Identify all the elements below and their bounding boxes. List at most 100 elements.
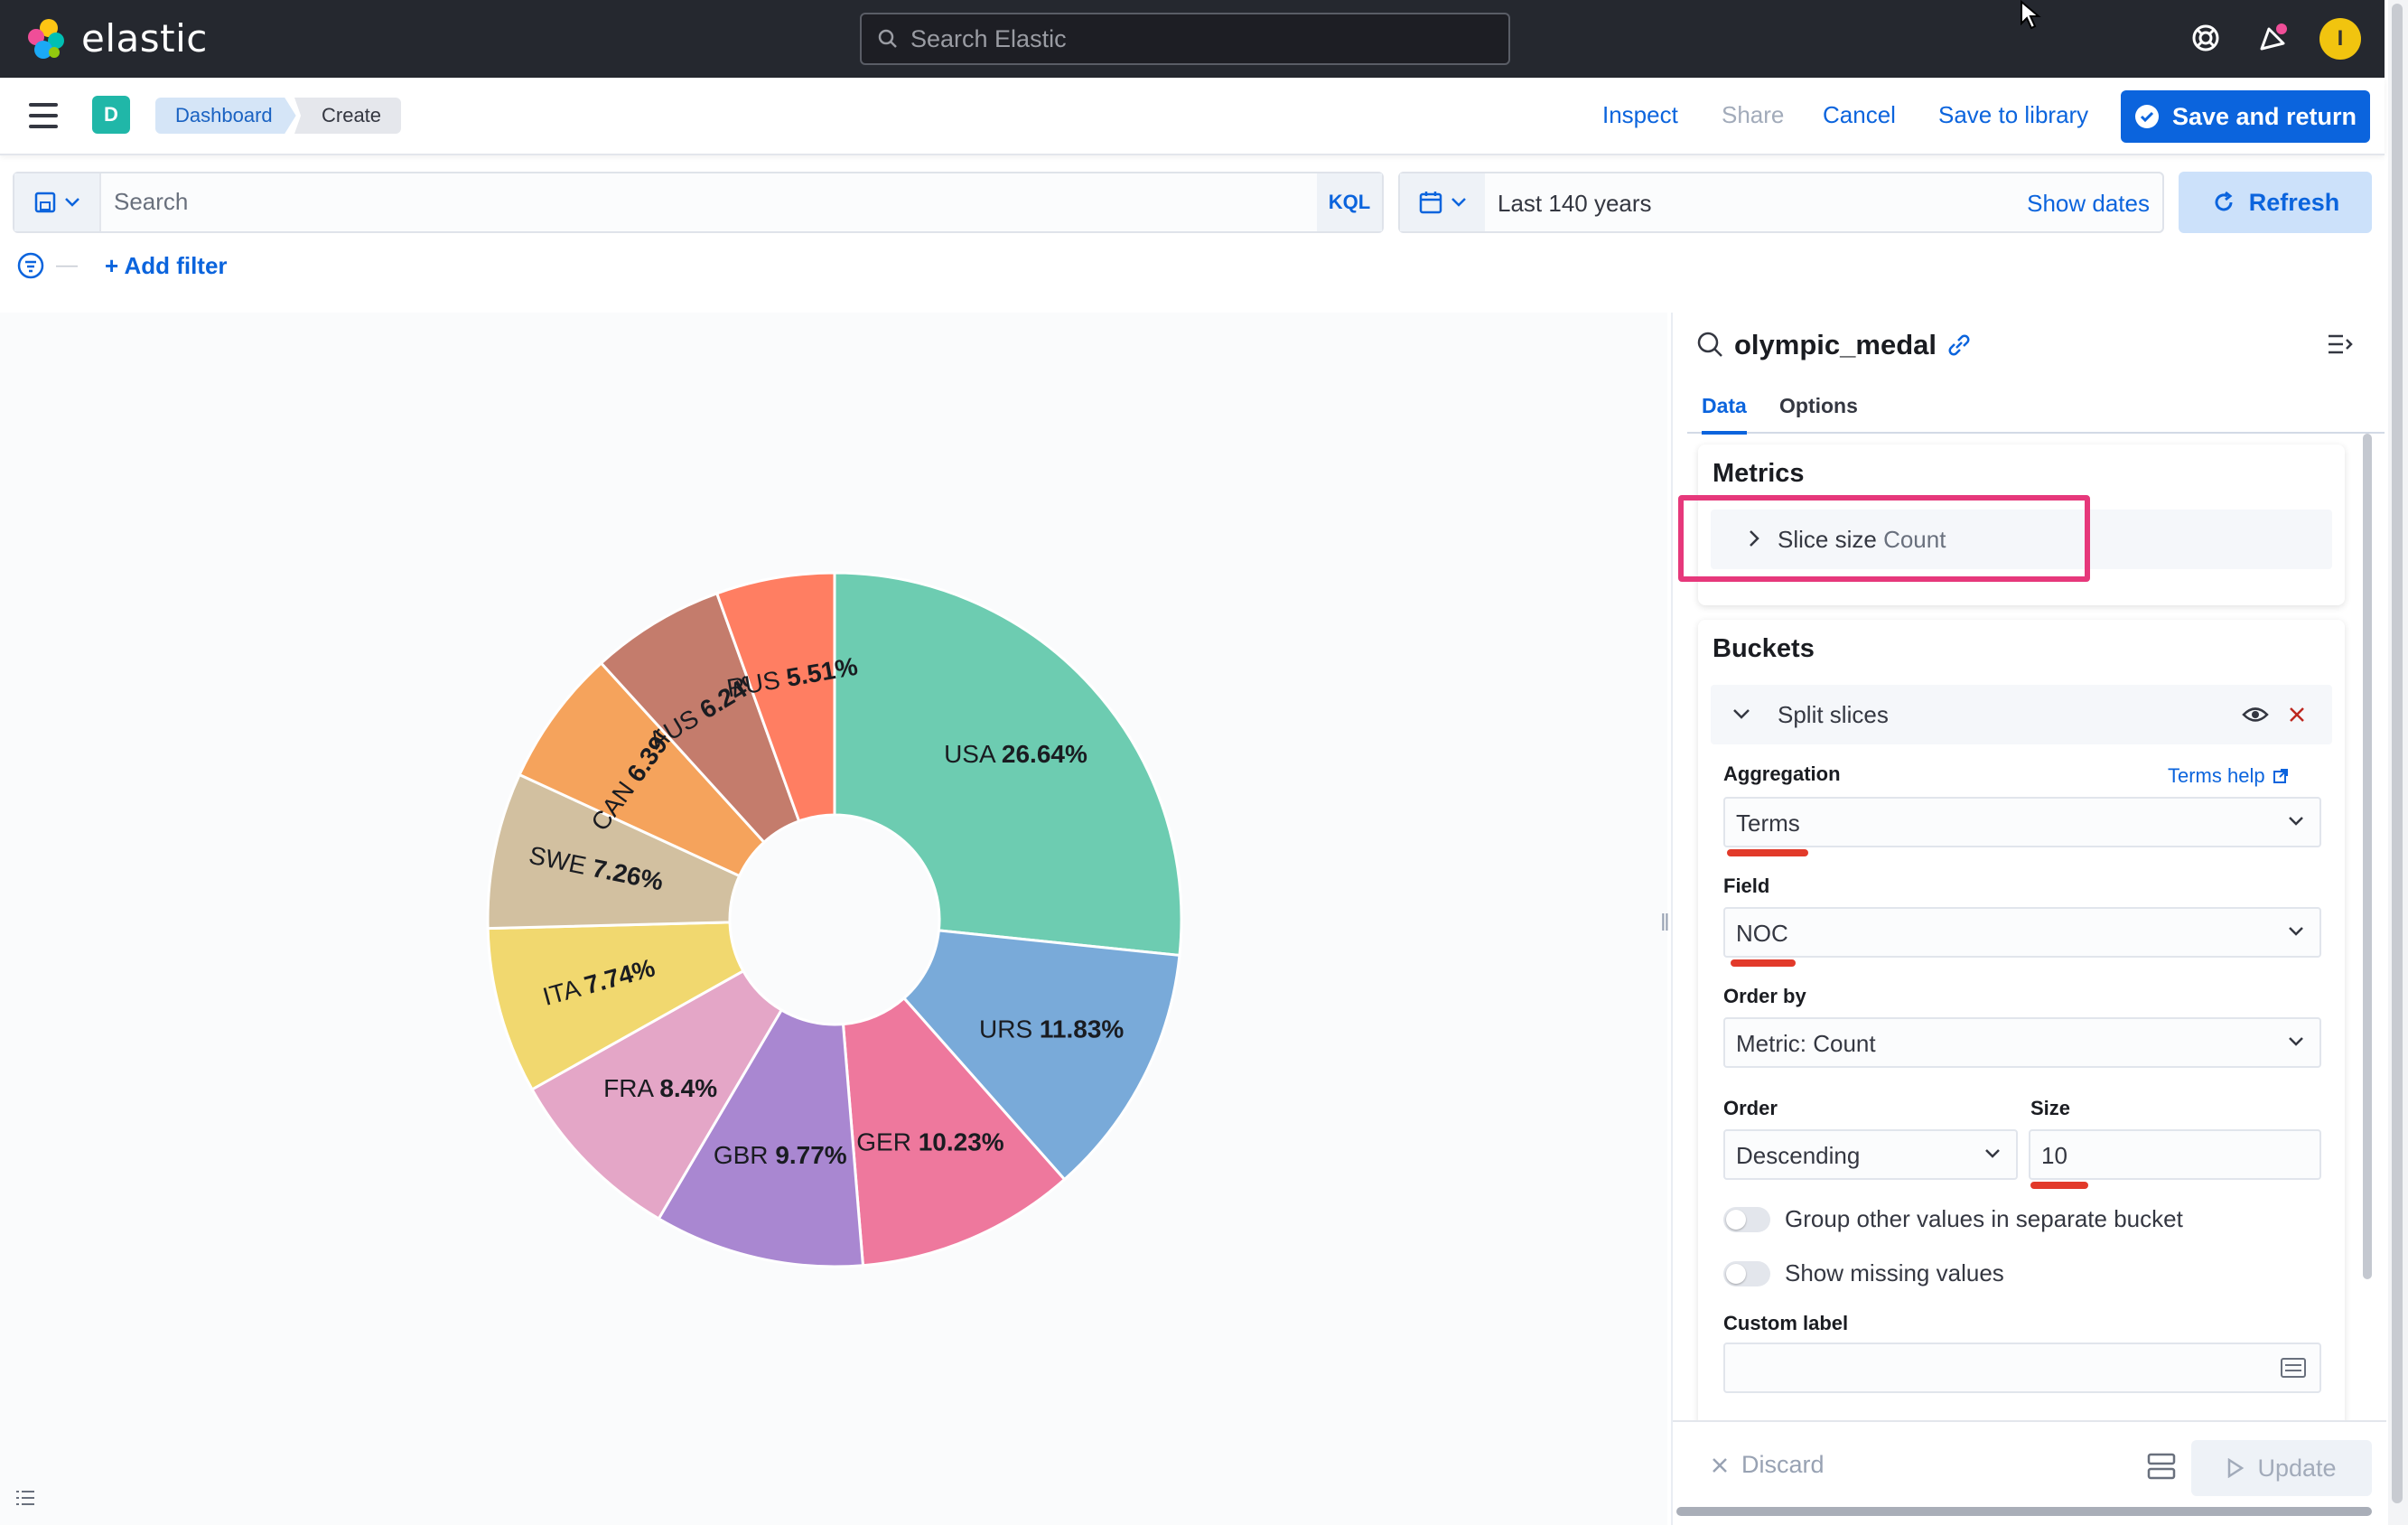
sidebar-tabs: Data Options <box>1687 387 2385 435</box>
tab-data[interactable]: Data <box>1702 394 1747 435</box>
save-icon <box>34 192 56 213</box>
donut-chart[interactable]: USA 26.64% URS 11.83% GER 10.23% GBR 9.77% F… <box>0 313 1667 1525</box>
add-filter-button[interactable]: + Add filter <box>105 251 228 279</box>
discard-button[interactable]: Discard <box>1711 1451 1825 1479</box>
elastic-logo-icon <box>28 18 64 59</box>
save-and-return-button[interactable]: Save and return <box>2121 90 2370 143</box>
terms-help-label: Terms help <box>2168 764 2265 787</box>
group-other-label: Group other values in separate bucket <box>1785 1205 2183 1232</box>
global-header: elastic Search Elastic I <box>0 0 2385 78</box>
refresh-button[interactable]: Refresh <box>2179 172 2372 233</box>
link-icon[interactable] <box>1946 332 1973 359</box>
pie-slice-urs[interactable] <box>901 929 1181 1182</box>
quick-date-menu-button[interactable] <box>1400 173 1485 231</box>
index-pattern-title: olympic_medal <box>1696 329 1973 361</box>
underline-annotation <box>2030 1182 2088 1189</box>
custom-label-input[interactable] <box>1723 1343 2321 1393</box>
cancel-button[interactable]: Cancel <box>1823 101 1896 128</box>
slice-label-gbr: GBR 9.77% <box>714 1142 847 1170</box>
inspect-button[interactable]: Inspect <box>1602 101 1678 128</box>
index-pattern-name: olympic_medal <box>1734 329 1937 360</box>
metrics-title: Metrics <box>1713 459 1805 488</box>
global-search-placeholder: Search Elastic <box>910 24 1067 52</box>
save-to-library-button[interactable]: Save to library <box>1938 101 2089 128</box>
field-label: Field <box>1723 875 1770 897</box>
page-scrollbar[interactable] <box>2392 4 2403 1503</box>
menu-icon[interactable] <box>29 103 58 128</box>
time-range-text[interactable]: Last 140 years <box>1498 190 1652 217</box>
aggregation-value: Terms <box>1736 809 1800 837</box>
eye-icon[interactable] <box>2242 705 2269 725</box>
pie-slice-swe[interactable] <box>486 772 742 931</box>
play-icon <box>2228 1458 2245 1478</box>
terms-help-link[interactable]: Terms help <box>2168 764 2289 788</box>
space-avatar[interactable]: D <box>92 96 130 134</box>
sidebar-horizontal-scrollbar[interactable] <box>1676 1507 2372 1516</box>
search-icon <box>1697 332 1722 357</box>
slice-label-ger: GER 10.23% <box>856 1128 1004 1156</box>
calendar-icon <box>1419 192 1442 214</box>
slice-size-metric[interactable]: Slice size Count <box>1711 510 2332 569</box>
split-slices-header[interactable]: Split slices <box>1711 685 2332 744</box>
panel-resize-handle[interactable]: ‖ <box>1660 909 1670 936</box>
show-dates-button[interactable]: Show dates <box>2027 190 2150 217</box>
tab-options[interactable]: Options <box>1779 394 1858 417</box>
slice-size-label: Slice size <box>1778 526 1877 553</box>
filter-menu-icon[interactable] <box>16 251 45 280</box>
pie-slice-usa[interactable] <box>833 571 1183 958</box>
share-button[interactable]: Share <box>1722 101 1785 128</box>
sidebar-scrollbar[interactable] <box>2363 434 2372 1279</box>
pie-slice-gbr[interactable] <box>657 1007 865 1268</box>
user-avatar[interactable]: I <box>2319 18 2361 60</box>
show-missing-toggle[interactable] <box>1723 1261 1770 1286</box>
filter-bar: — + Add filter <box>16 251 228 280</box>
size-value: 10 <box>2041 1142 2067 1169</box>
field-value: NOC <box>1736 920 1788 947</box>
close-icon[interactable] <box>2287 705 2307 725</box>
show-missing-label: Show missing values <box>1785 1259 2004 1286</box>
breadcrumb-create: Create <box>294 98 402 134</box>
close-icon <box>1713 1457 1727 1473</box>
order-select[interactable]: Descending <box>1723 1129 2018 1180</box>
update-label: Update <box>2257 1454 2337 1482</box>
breadcrumb-dashboard[interactable]: Dashboard <box>155 98 296 134</box>
chevron-down-icon <box>2289 817 2303 826</box>
chevron-down-icon <box>2289 927 2303 936</box>
discard-label: Discard <box>1741 1451 1825 1478</box>
order-by-select[interactable]: Metric: Count <box>1723 1017 2321 1068</box>
order-label: Order <box>1723 1097 1778 1119</box>
pie-slice-fra[interactable] <box>530 968 784 1221</box>
buckets-title: Buckets <box>1713 634 1815 663</box>
group-other-toggle[interactable] <box>1723 1207 1770 1232</box>
date-picker: Last 140 years Show dates <box>1398 172 2164 233</box>
query-language-button[interactable]: KQL <box>1317 173 1382 231</box>
editor-sidebar: olympic_medal Data Options Metrics Slice… <box>1671 313 2386 1525</box>
refresh-label: Refresh <box>2248 188 2340 216</box>
field-select[interactable]: NOC <box>1723 907 2321 958</box>
elastic-logo[interactable]: elastic <box>25 16 208 61</box>
pie-slice-ita[interactable] <box>486 921 745 1091</box>
external-link-icon <box>2273 769 2288 783</box>
pie-slice-rus[interactable] <box>714 571 836 823</box>
size-input[interactable]: 10 <box>2029 1129 2321 1180</box>
update-button[interactable]: Update <box>2191 1440 2372 1496</box>
pie-slice-ger[interactable] <box>841 996 1067 1268</box>
chevron-down-icon <box>1985 1149 2000 1158</box>
auto-apply-icon[interactable] <box>2146 1451 2177 1482</box>
collapse-sidebar-icon[interactable] <box>2327 332 2354 356</box>
help-icon[interactable] <box>2186 18 2226 58</box>
mouse-cursor-icon <box>2021 0 2041 30</box>
highlight-annotation-box <box>1678 495 2090 582</box>
saved-query-button[interactable] <box>14 173 101 231</box>
legend-toggle-icon[interactable] <box>14 1487 36 1509</box>
aggregation-select[interactable]: Terms <box>1723 797 2321 847</box>
filter-divider: — <box>56 253 78 277</box>
size-label: Size <box>2030 1097 2071 1119</box>
global-search-input[interactable]: Search Elastic <box>860 13 1510 65</box>
chevron-down-icon <box>2289 1037 2303 1046</box>
chevron-down-icon <box>1451 198 1466 207</box>
query-search-input[interactable]: Search <box>114 188 189 215</box>
slice-label-urs: URS 11.83% <box>979 1015 1124 1043</box>
newsfeed-icon[interactable] <box>2253 18 2292 58</box>
slice-size-value: Count <box>1883 526 1946 553</box>
